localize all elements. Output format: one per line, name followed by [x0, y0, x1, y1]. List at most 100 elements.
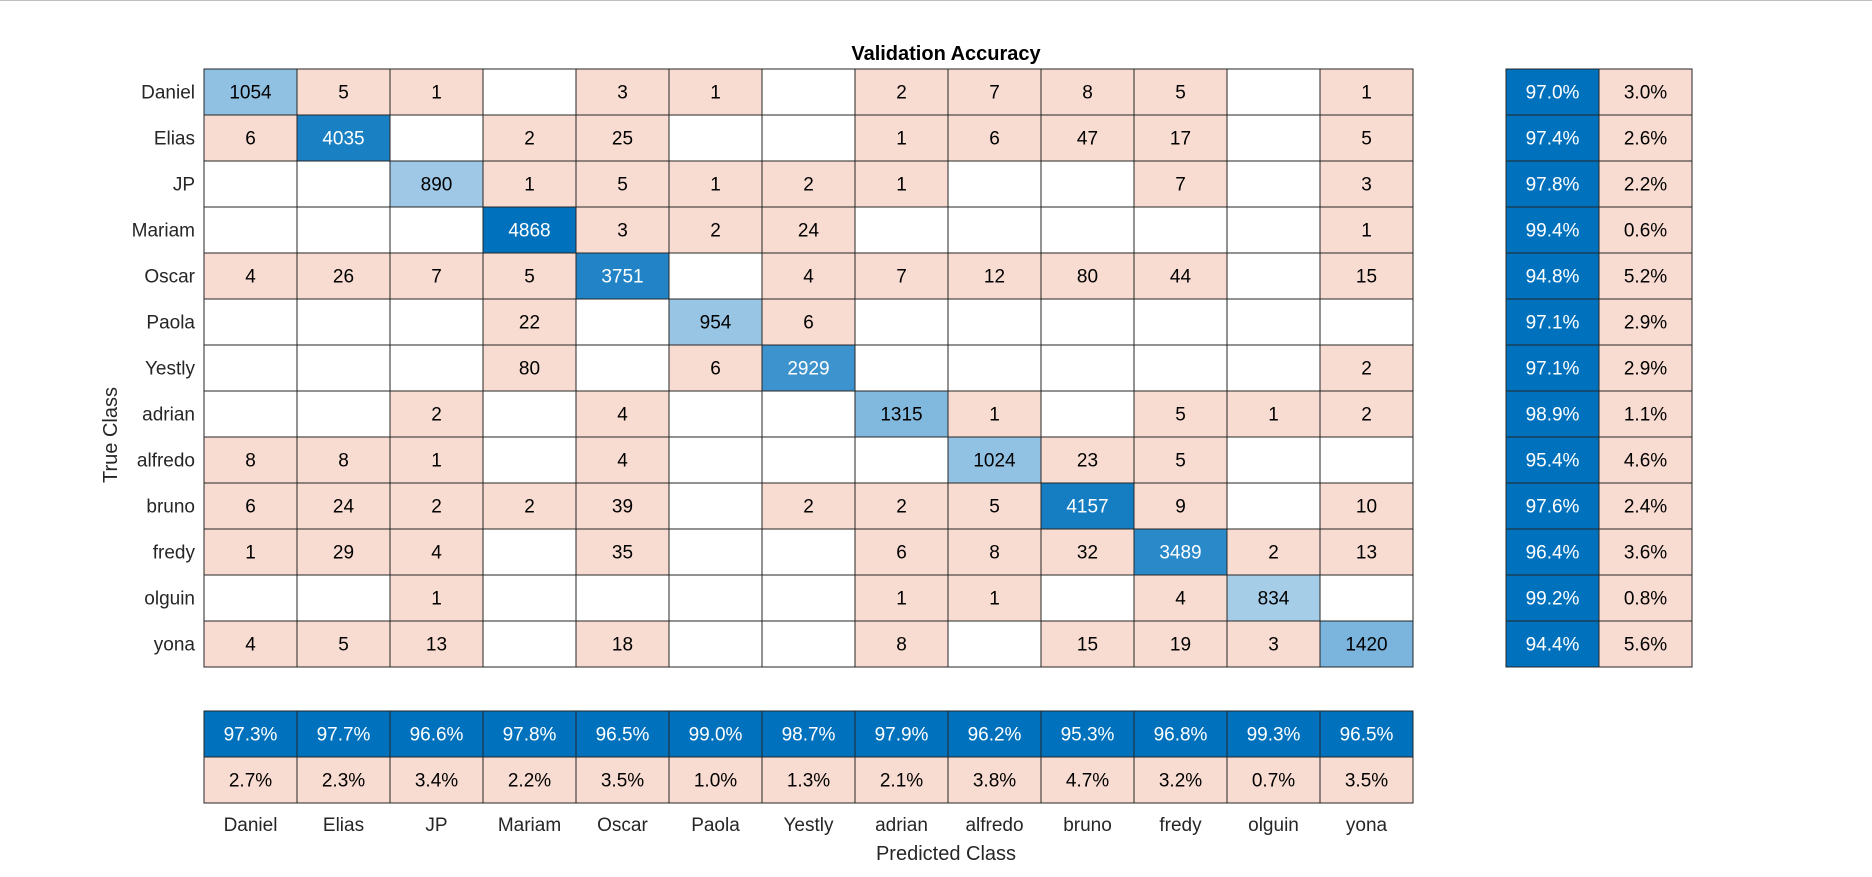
matrix-cell: [203, 344, 298, 392]
matrix-cell-value: 7: [431, 267, 442, 288]
matrix-cell-value: 12: [984, 267, 1005, 288]
matrix-cell-value: 5: [1175, 405, 1186, 426]
matrix-cell-value: 1054: [229, 83, 272, 104]
row-summary-correct-value: 98.9%: [1526, 405, 1580, 426]
matrix-cell-value: 6: [803, 313, 814, 334]
matrix-cell: [203, 160, 298, 208]
row-summary-incorrect-cell: [1598, 68, 1693, 116]
row-summary-incorrect-cell: [1598, 252, 1693, 300]
matrix-cell-value: 5: [338, 635, 349, 656]
column-summary-correct-value: 96.2%: [968, 725, 1022, 746]
matrix-cell: [1319, 574, 1414, 622]
matrix-cell: [1040, 298, 1135, 346]
matrix-cell: [203, 482, 298, 530]
row-summary-incorrect-value: 0.8%: [1624, 589, 1667, 610]
y-tick-label: bruno: [146, 497, 195, 518]
column-summary-incorrect-value: 3.4%: [415, 771, 458, 792]
matrix-cell: [482, 390, 577, 438]
column-summary-correct-cell: [1226, 710, 1321, 758]
matrix-cell-value: 24: [798, 221, 820, 242]
y-tick-label: Daniel: [141, 83, 195, 104]
column-summary-correct-value: 96.6%: [410, 725, 464, 746]
matrix-cell: [296, 436, 391, 484]
x-axis-label: Predicted Class: [876, 843, 1016, 865]
matrix-cell-value: 4: [431, 543, 442, 564]
matrix-cell-value: 6: [245, 497, 256, 518]
matrix-cell-value: 2929: [787, 359, 829, 380]
matrix-cell: [389, 114, 484, 162]
column-summary-incorrect-cell: [668, 756, 763, 804]
matrix-cell: [482, 114, 577, 162]
matrix-cell-value: 2: [431, 405, 442, 426]
matrix-cell-value: 7: [896, 267, 907, 288]
matrix-cell: [296, 344, 391, 392]
row-summary-correct-value: 96.4%: [1526, 543, 1580, 564]
matrix-cell-value: 19: [1170, 635, 1191, 656]
y-tick-label: Elias: [154, 129, 195, 150]
matrix-cell: [1226, 252, 1321, 300]
matrix-cell: [854, 574, 949, 622]
row-summary-correct-cell: [1505, 114, 1600, 162]
row-summary-correct-value: 97.1%: [1526, 313, 1580, 334]
matrix-cell: [575, 344, 670, 392]
y-tick-label: adrian: [142, 405, 195, 426]
matrix-cell: [1319, 114, 1414, 162]
column-summary-incorrect-value: 2.3%: [322, 771, 365, 792]
column-summary-correct-value: 96.5%: [596, 725, 650, 746]
matrix-cell-value: 8: [896, 635, 907, 656]
column-summary-incorrect-value: 2.1%: [880, 771, 923, 792]
matrix-cell: [761, 436, 856, 484]
matrix-cell: [482, 574, 577, 622]
matrix-cell-value: 1: [1268, 405, 1279, 426]
matrix-cell: [854, 482, 949, 530]
matrix-cell-value: 15: [1077, 635, 1098, 656]
x-tick-label: adrian: [875, 815, 928, 836]
matrix-cell: [1226, 298, 1321, 346]
matrix-cell: [296, 528, 391, 576]
matrix-cell: [854, 160, 949, 208]
row-summary-incorrect-value: 2.4%: [1624, 497, 1667, 518]
matrix-cell: [482, 160, 577, 208]
x-tick-label: yona: [1346, 815, 1388, 836]
matrix-cell: [1319, 528, 1414, 576]
matrix-cell: [947, 436, 1042, 484]
window-top-border: [0, 0, 1872, 1]
matrix-cell: [389, 620, 484, 668]
y-tick-label: yona: [154, 635, 196, 656]
matrix-cell-value: 2: [1361, 359, 1372, 380]
matrix-cell-value: 1: [896, 589, 907, 610]
x-tick-label: Yestly: [784, 815, 834, 836]
row-summary-incorrect-cell: [1598, 620, 1693, 668]
row-summary-correct-value: 97.6%: [1526, 497, 1580, 518]
matrix-cell: [203, 252, 298, 300]
matrix-cell: [761, 574, 856, 622]
matrix-cell: [668, 252, 763, 300]
x-tick-label: Paola: [691, 815, 740, 836]
column-summary-correct-value: 95.3%: [1061, 725, 1115, 746]
column-summary-correct-value: 99.3%: [1247, 725, 1301, 746]
matrix-cell-value: 1: [1361, 83, 1372, 104]
matrix-cell-value: 2: [431, 497, 442, 518]
matrix-cell-value: 25: [612, 129, 633, 150]
matrix-cell-value: 23: [1077, 451, 1098, 472]
matrix-cell: [575, 206, 670, 254]
matrix-cell-value: 2: [710, 221, 721, 242]
row-summary-correct-cell: [1505, 298, 1600, 346]
row-summary-correct-value: 97.8%: [1526, 175, 1580, 196]
matrix-cell-value: 3489: [1159, 543, 1201, 564]
row-summary-correct-cell: [1505, 206, 1600, 254]
chart-title: Validation Accuracy: [851, 43, 1041, 65]
column-summary-correct-cell: [947, 710, 1042, 758]
matrix-cell: [203, 574, 298, 622]
matrix-cell: [854, 298, 949, 346]
matrix-cell: [482, 68, 577, 116]
matrix-cell-value: 4: [245, 635, 256, 656]
matrix-cell: [1226, 114, 1321, 162]
matrix-cell: [203, 620, 298, 668]
matrix-cell: [1226, 620, 1321, 668]
column-summary-correct-value: 96.8%: [1154, 725, 1208, 746]
column-summary-incorrect-value: 3.2%: [1159, 771, 1202, 792]
column-summary-correct-cell: [1133, 710, 1228, 758]
column-summary-correct-value: 98.7%: [782, 725, 836, 746]
matrix-cell-value: 1: [989, 405, 1000, 426]
